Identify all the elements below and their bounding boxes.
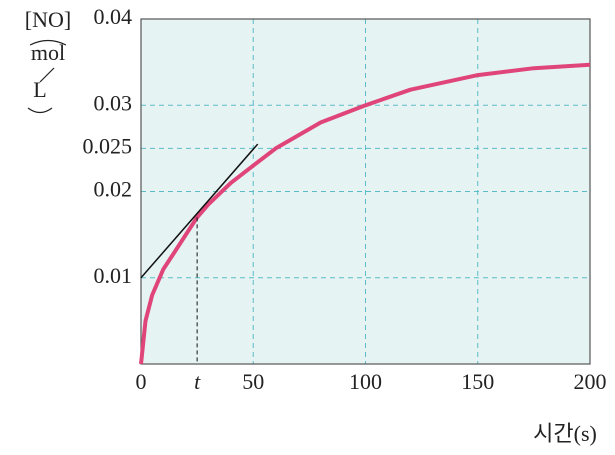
- y-tick-label: 0.01: [94, 263, 133, 288]
- x-tick-label: 50: [242, 369, 264, 394]
- y-tick-label: 0.02: [94, 177, 133, 202]
- y-unit-denominator: L: [33, 77, 46, 102]
- unit-slash: [39, 67, 55, 83]
- x-tick-label: t: [194, 369, 201, 394]
- x-tick-label: 200: [574, 369, 607, 394]
- y-axis-label: [NO]: [25, 7, 71, 32]
- y-tick-label: 0.03: [94, 90, 133, 115]
- tangent-line: [140, 143, 259, 279]
- x-tick-label: 150: [461, 369, 494, 394]
- x-tick-label: 100: [349, 369, 382, 394]
- data-line: [139, 62, 591, 365]
- y-unit-numerator: mol: [31, 40, 65, 65]
- y-tick-label: 0.04: [94, 4, 133, 29]
- y-tick-label: 0.025: [83, 133, 133, 158]
- x-axis-label: 시간(s): [533, 421, 597, 446]
- unit-paren: [27, 107, 53, 114]
- x-tick-label: 0: [136, 369, 147, 394]
- plot-border: [140, 18, 591, 365]
- unit-paren: [29, 39, 67, 46]
